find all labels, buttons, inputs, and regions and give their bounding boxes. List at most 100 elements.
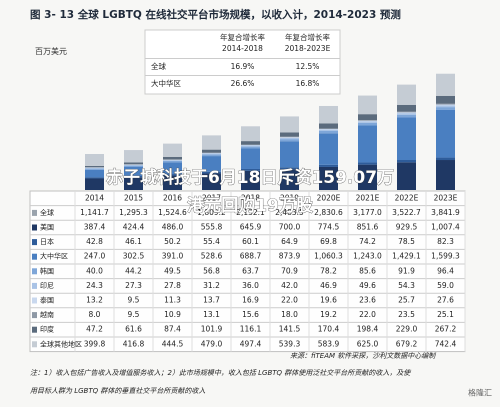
bar-segment	[124, 166, 143, 167]
bar-segment	[436, 104, 455, 105]
column-header: 2022E	[395, 193, 419, 202]
cell-value: 22.0	[281, 296, 298, 305]
growth-row-label: 大中华区	[151, 78, 181, 88]
bar-segment	[241, 147, 260, 149]
bar-segment	[124, 150, 143, 162]
cell-value: 486.0	[162, 223, 184, 232]
row-label: 印尼	[40, 282, 54, 290]
cell-value: 1,599.3	[431, 252, 460, 261]
cell-value: 23.6	[359, 296, 376, 305]
growth-value: 26.6%	[231, 79, 255, 88]
cell-value: 497.4	[240, 339, 262, 348]
cell-value: 13.2	[86, 296, 103, 305]
bar-segment	[241, 126, 260, 141]
cell-value: 16.9	[242, 296, 259, 305]
cell-value: 13.1	[203, 310, 220, 319]
cell-value: 49.6	[359, 281, 376, 290]
row-label: 韩国	[40, 266, 54, 275]
cell-value: 55.4	[203, 237, 220, 246]
cell-value: 3,841.9	[431, 208, 460, 217]
cell-value: 198.4	[357, 325, 379, 334]
cell-value: 444.5	[162, 339, 184, 348]
cell-value: 229.0	[396, 325, 418, 334]
cell-value: 399.8	[84, 339, 106, 348]
cell-value: 1,524.6	[158, 208, 187, 217]
bar-segment	[397, 85, 416, 105]
cell-value: 539.3	[279, 339, 301, 348]
cell-value: 59.0	[437, 281, 454, 290]
bar-segment	[241, 145, 260, 146]
cell-value: 85.6	[359, 266, 376, 275]
cell-value: 44.2	[125, 266, 142, 275]
row-label: 美国	[40, 223, 54, 232]
cell-value: 63.7	[242, 266, 259, 275]
cell-value: 42.0	[281, 281, 298, 290]
bar-segment	[397, 113, 416, 115]
cell-value: 1,295.3	[119, 208, 148, 217]
cell-value: 40.0	[86, 266, 103, 275]
cell-value: 27.6	[437, 296, 454, 305]
cell-value: 96.4	[437, 266, 454, 275]
cell-value: 267.2	[435, 325, 457, 334]
bar-segment	[280, 139, 299, 141]
bar-segment	[436, 160, 455, 190]
bar-segment	[397, 162, 416, 190]
cell-value: 31.2	[203, 281, 220, 290]
cell-value: 22.0	[359, 310, 376, 319]
cell-value: 1,141.7	[80, 208, 109, 217]
bar-segment	[241, 141, 260, 144]
cell-value: 479.0	[201, 339, 223, 348]
bar-segment	[85, 168, 104, 169]
cell-value: 11.3	[164, 296, 181, 305]
cell-value: 555.8	[201, 223, 223, 232]
bar-segment	[85, 166, 104, 167]
growth-row-label: 全球	[151, 61, 166, 71]
cell-value: 15.6	[242, 310, 259, 319]
cell-value: 78.5	[398, 237, 415, 246]
cell-value: 1,007.4	[431, 223, 460, 232]
cell-value: 25.1	[437, 310, 454, 319]
bar-segment	[397, 117, 416, 160]
cell-value: 23.5	[398, 310, 415, 319]
cell-value: 49.5	[164, 266, 181, 275]
bar-segment	[397, 105, 416, 112]
column-header: 2016	[163, 193, 182, 202]
cell-value: 424.4	[123, 223, 145, 232]
bar-segment	[436, 105, 455, 107]
growth-header: 年复合增长率	[285, 32, 330, 42]
legend-swatch	[32, 341, 37, 347]
bar-segment	[85, 177, 104, 178]
cell-value: 391.0	[162, 252, 184, 261]
cell-value: 42.8	[86, 237, 103, 246]
unit-label: 百万美元	[35, 46, 67, 56]
bar-segment	[202, 154, 221, 156]
cell-value: 36.0	[242, 281, 259, 290]
cell-value: 9.5	[128, 310, 140, 319]
headline-overlay: 赤子城科技于6月18日斥资159.07万	[106, 167, 394, 188]
bar-segment	[358, 125, 377, 162]
row-label: 越南	[40, 310, 54, 319]
bar-segment	[397, 112, 416, 113]
watermark: 格隆汇	[468, 388, 492, 398]
growth-header: 2014-2018	[222, 44, 263, 53]
bar-segment	[85, 169, 104, 170]
cell-value: 61.6	[125, 325, 142, 334]
legend-swatch	[32, 210, 37, 216]
bar-segment	[397, 112, 416, 113]
row-label: 泰国	[40, 296, 54, 305]
cell-value: 170.4	[318, 325, 340, 334]
headline-overlay: 港元回购19万股	[187, 195, 313, 216]
bar-segment	[319, 106, 338, 123]
bar-segment	[436, 158, 455, 160]
source: 来源：fiTEAM 软件采探，沙利文数据中心编制	[290, 352, 436, 360]
bar-segment	[202, 135, 221, 149]
legend-swatch	[32, 268, 37, 274]
bar-segment	[319, 129, 338, 130]
bar-segment	[202, 150, 221, 153]
bar-segment	[397, 160, 416, 162]
cell-value: 1,429.1	[392, 252, 421, 261]
row-label: 大中华区	[40, 252, 68, 261]
bar-segment	[319, 130, 338, 131]
cell-value: 82.3	[437, 237, 454, 246]
note: 注：1）收入包括广告收入及增值服务收入；2）此市场规模中，收入包括 LGBTQ …	[30, 369, 412, 377]
